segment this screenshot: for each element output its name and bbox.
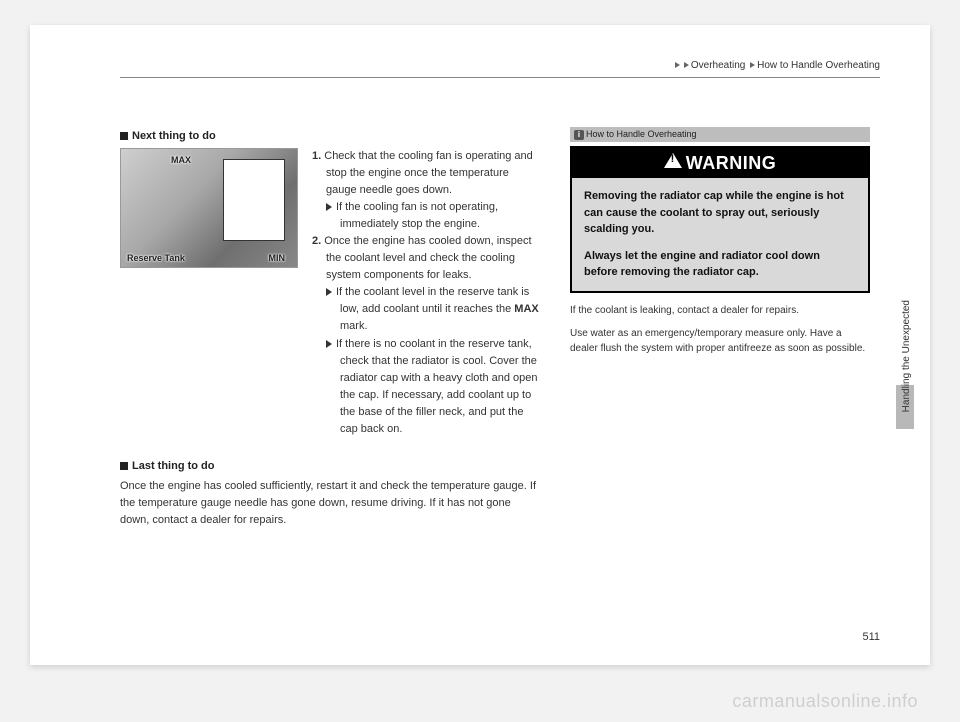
warning-title-text: WARNING — [686, 153, 777, 173]
step-2b: If there is no coolant in the reserve ta… — [312, 336, 540, 438]
chevron-icon — [675, 62, 680, 68]
reserve-tank-figure: MAX MIN Reserve Tank — [120, 148, 298, 268]
sidebar: iHow to Handle Overheating !WARNING Remo… — [570, 127, 870, 364]
chevron-icon — [750, 62, 755, 68]
step-text-post: mark. — [340, 320, 368, 332]
chapter-tab-label: Handling the Unexpected — [901, 300, 912, 412]
main-content: Next thing to do MAX MIN Reserve Tank 1.… — [120, 130, 540, 529]
sidebar-head-text: How to Handle Overheating — [586, 129, 697, 139]
step-number: 1. — [312, 150, 321, 162]
callout-box — [223, 159, 285, 241]
triangle-bullet-icon — [326, 288, 332, 296]
step-text: Check that the cooling fan is operating … — [324, 150, 533, 196]
breadcrumb-a: Overheating — [691, 60, 745, 71]
step-1a: If the cooling fan is not operating, imm… — [312, 199, 540, 233]
page-number: 511 — [862, 631, 880, 643]
step-2: 2. Once the engine has cooled down, insp… — [312, 233, 540, 284]
watermark: carmanualsonline.info — [732, 691, 918, 712]
info-icon: i — [574, 130, 584, 140]
sidebar-heading: iHow to Handle Overheating — [570, 127, 870, 142]
section-title: Last thing to do — [132, 460, 214, 472]
section-body: Once the engine has cooled sufficiently,… — [120, 478, 540, 529]
step-1: 1. Check that the cooling fan is operati… — [312, 148, 540, 199]
step-text: If the cooling fan is not operating, imm… — [336, 201, 498, 230]
square-bullet-icon — [120, 462, 128, 470]
manual-page: Overheating How to Handle Overheating Ne… — [30, 25, 930, 665]
figure-label-tank: Reserve Tank — [127, 253, 185, 263]
square-bullet-icon — [120, 132, 128, 140]
chevron-icon — [684, 62, 689, 68]
sidebar-note1: If the coolant is leaking, contact a dea… — [570, 303, 870, 318]
warning-p2: Always let the engine and radiator cool … — [584, 248, 856, 281]
figure-and-steps: MAX MIN Reserve Tank 1. Check that the c… — [120, 148, 540, 438]
step-text: Once the engine has cooled down, inspect… — [324, 235, 531, 281]
section-heading-last: Last thing to do — [120, 460, 540, 472]
warning-body: Removing the radiator cap while the engi… — [572, 178, 868, 291]
section-title: Next thing to do — [132, 130, 216, 142]
section-heading-next: Next thing to do — [120, 130, 540, 142]
step-text: If there is no coolant in the reserve ta… — [336, 338, 538, 435]
warning-box: !WARNING Removing the radiator cap while… — [570, 146, 870, 293]
step-text-bold: MAX — [514, 303, 538, 315]
figure-label-min: MIN — [269, 253, 286, 263]
step-2a: If the coolant level in the reserve tank… — [312, 284, 540, 335]
triangle-bullet-icon — [326, 203, 332, 211]
breadcrumb-b: How to Handle Overheating — [757, 60, 880, 71]
triangle-bullet-icon — [326, 340, 332, 348]
warning-triangle-icon: ! — [664, 152, 682, 173]
sidebar-note2: Use water as an emergency/temporary meas… — [570, 326, 870, 356]
warning-title: !WARNING — [572, 148, 868, 178]
figure-label-max: MAX — [171, 155, 191, 165]
sidebar-notes: If the coolant is leaking, contact a dea… — [570, 303, 870, 356]
steps-list: 1. Check that the cooling fan is operati… — [312, 148, 540, 438]
step-number: 2. — [312, 235, 321, 247]
step-text-pre: If the coolant level in the reserve tank… — [336, 286, 529, 315]
section-last: Last thing to do Once the engine has coo… — [120, 460, 540, 529]
warning-p1: Removing the radiator cap while the engi… — [584, 188, 856, 238]
divider — [120, 77, 880, 78]
breadcrumb: Overheating How to Handle Overheating — [673, 60, 880, 71]
